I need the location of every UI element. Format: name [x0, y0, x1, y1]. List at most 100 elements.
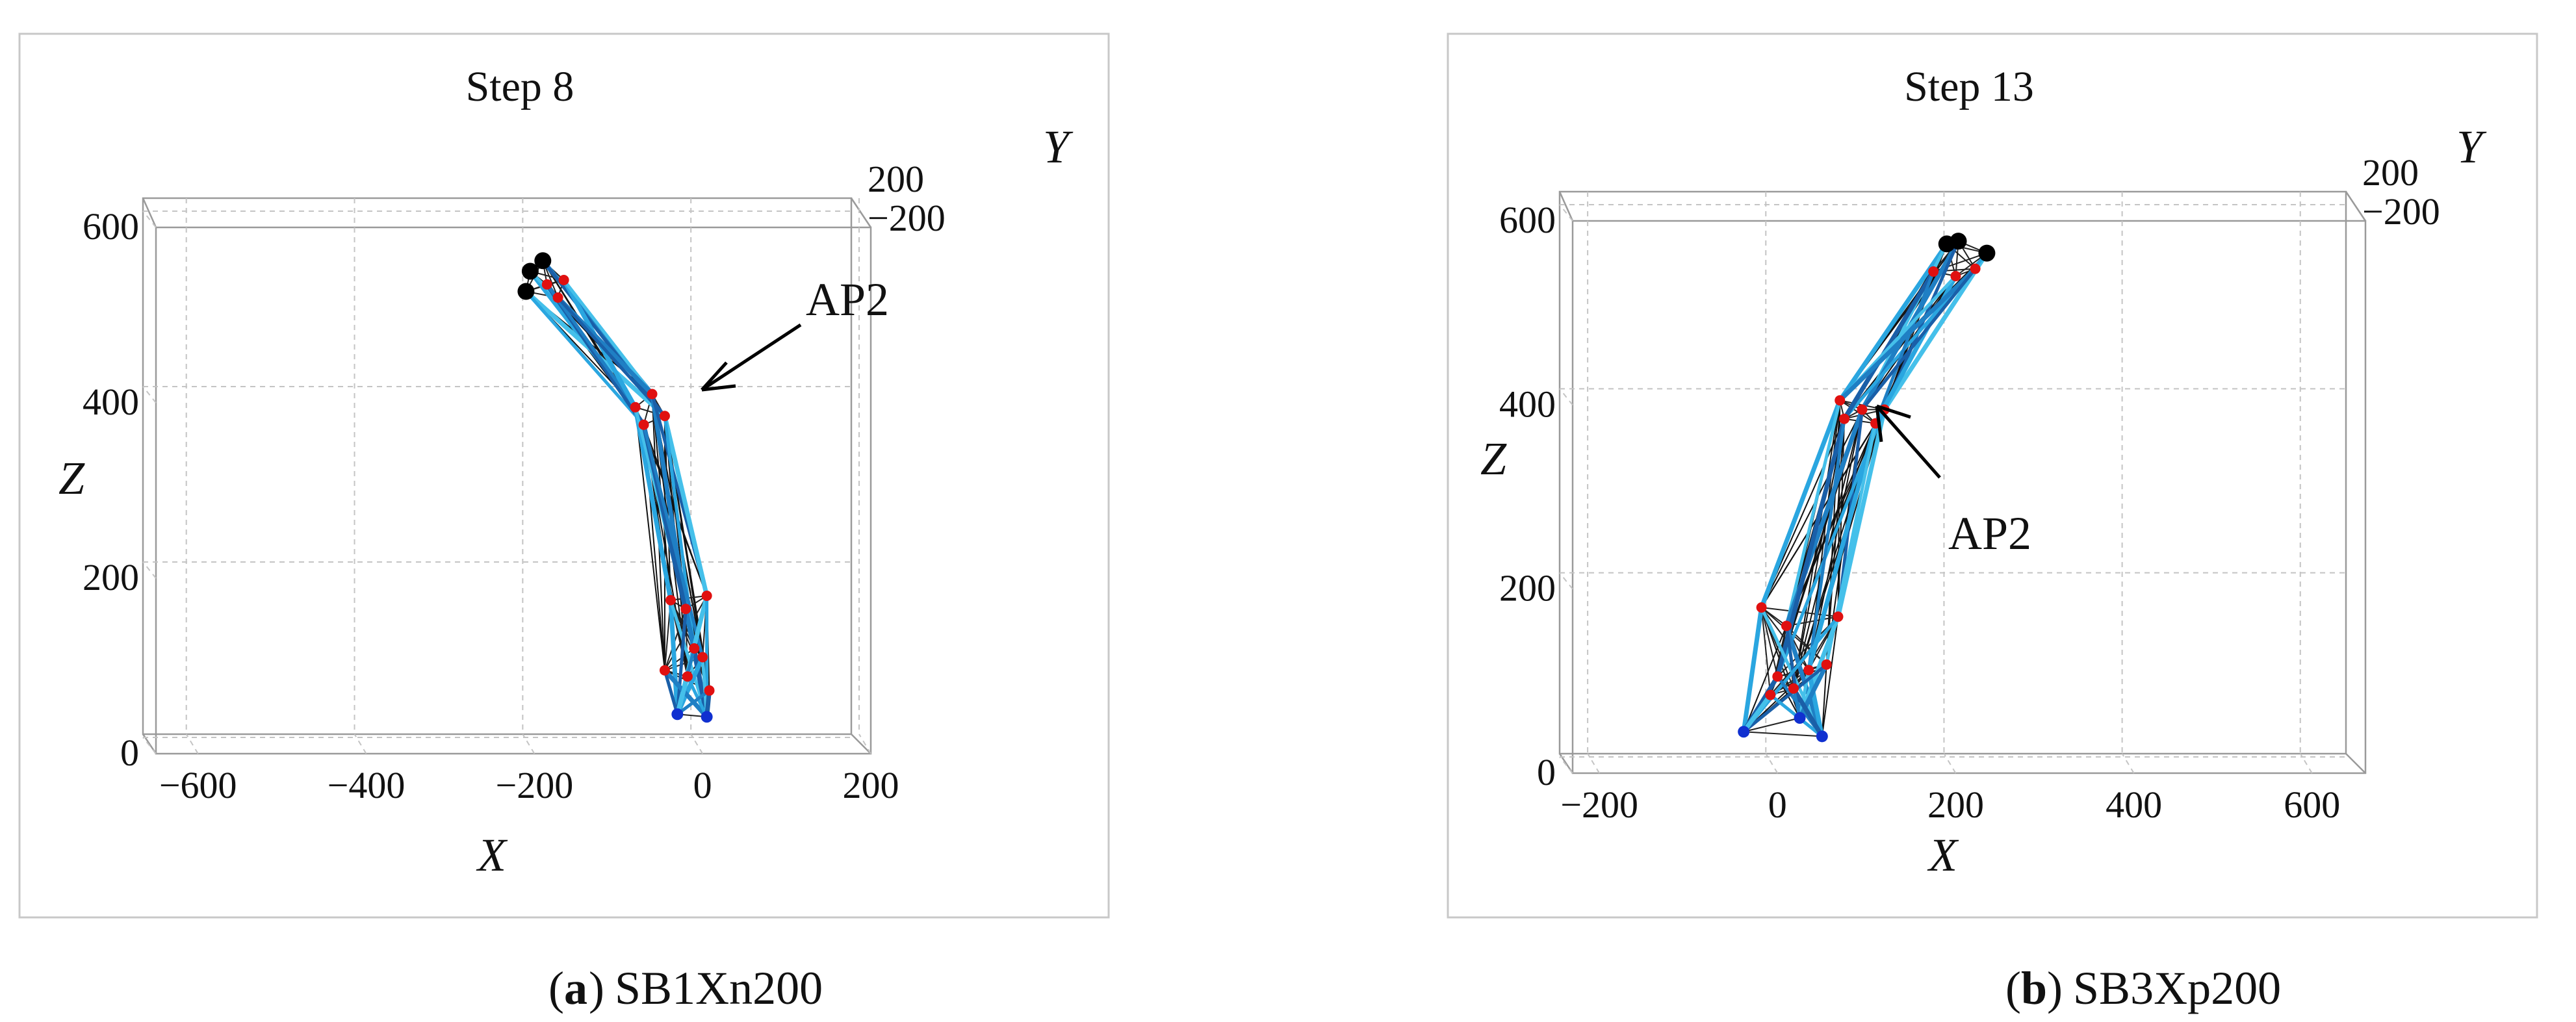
strut: [1742, 663, 1829, 734]
x-tick-label: −400: [328, 764, 406, 806]
top-anchor-node: [521, 262, 539, 280]
strut: [663, 669, 679, 716]
top-anchor-node: [1978, 244, 1996, 262]
node: [1781, 620, 1792, 632]
node: [1833, 611, 1844, 622]
tie-line: [1743, 717, 1800, 733]
z-tick-label: 400: [83, 381, 139, 423]
strut: [1741, 693, 1773, 734]
strut: [1874, 270, 1935, 426]
grid-line-floor: [2299, 753, 2313, 774]
node: [680, 604, 691, 615]
strut: [686, 674, 709, 719]
x-tick-label: −200: [495, 764, 573, 806]
node: [1788, 683, 1799, 694]
mesh-line: [634, 407, 665, 671]
tie-line: [1760, 607, 1779, 677]
grid-line-wall: [142, 211, 157, 228]
box-edge: [1558, 191, 1574, 222]
panel-b-grid: [1559, 192, 2346, 774]
y-tick-label: 200: [868, 158, 924, 200]
node: [704, 685, 715, 696]
top-anchor-node: [1950, 233, 1967, 250]
x-tick-label: 0: [693, 764, 712, 806]
strut: [675, 689, 712, 716]
grid-line-floor: [1765, 753, 1779, 774]
box-edge: [2345, 191, 2367, 222]
strut: [1861, 267, 1977, 411]
panel-b-title: Step 13: [1904, 63, 2034, 110]
node: [552, 292, 563, 303]
caption-b-close-paren: ): [2047, 962, 2063, 1014]
strut: [556, 296, 667, 418]
panel-b-y-label: Y: [2456, 121, 2487, 173]
x-tick-label: 400: [2106, 784, 2162, 826]
panel-a-z-label: Z: [58, 452, 85, 504]
grid-line-wall: [142, 737, 157, 754]
x-tick-label: 600: [2284, 784, 2340, 826]
caption-b: ( b ) SB3Xp200: [2005, 962, 2281, 1014]
node: [701, 591, 712, 601]
mesh-line: [1760, 409, 1863, 608]
strut: [1806, 421, 1878, 672]
node: [659, 665, 670, 676]
tie-line: [664, 595, 708, 671]
strut: [1882, 251, 1989, 412]
x-tick-label: 200: [1927, 784, 1984, 826]
strut: [642, 423, 704, 659]
panel-a-frame: [18, 32, 1110, 919]
grid-line-wall: [142, 386, 157, 403]
base-node: [1738, 726, 1750, 738]
strut: [1741, 605, 1764, 734]
z-tick-label: 600: [1499, 199, 1556, 241]
strut: [662, 668, 710, 719]
panel-b-axes-box: [1558, 190, 2367, 774]
node: [1857, 404, 1868, 415]
grid-line-floor: [185, 734, 199, 754]
node: [1803, 665, 1814, 676]
panel-a-structure: [517, 252, 715, 723]
node: [682, 671, 693, 682]
mesh-line: [1825, 418, 1846, 665]
mesh-line: [1821, 664, 1827, 737]
box-edge: [851, 734, 871, 754]
grid-line-wall: [1559, 572, 1573, 590]
node: [659, 411, 670, 422]
strut: [1807, 417, 1846, 672]
grid-line-wall: [1559, 388, 1573, 405]
box-edge: [850, 198, 872, 228]
tie-line: [1786, 625, 1827, 665]
strut: [1835, 407, 1887, 619]
z-tick-label: 200: [83, 556, 139, 598]
caption-b-letter: b: [2021, 962, 2047, 1014]
node: [1821, 659, 1832, 670]
top-anchor-node: [517, 283, 535, 300]
x-tick-label: 200: [843, 764, 899, 806]
panel-a-annotation-arrow: [701, 323, 802, 392]
x-tick-label: −200: [1560, 784, 1638, 826]
node: [541, 279, 552, 290]
box-edge: [142, 198, 157, 228]
node: [1756, 602, 1767, 613]
node: [665, 594, 676, 606]
z-tick-label: 0: [120, 732, 139, 774]
strut: [662, 413, 710, 598]
base-node: [701, 711, 713, 723]
panel-b-annotation-arrow: [1875, 405, 1941, 479]
strut: [675, 607, 688, 716]
tie-line: [1786, 616, 1838, 627]
z-tick-label: 600: [83, 205, 139, 248]
panel-b-z-label: Z: [1480, 433, 1507, 485]
strut: [675, 674, 690, 717]
grid-line-wall: [1559, 756, 1573, 774]
y-tick-label: 200: [2362, 151, 2419, 194]
node: [1765, 689, 1776, 700]
node: [1950, 271, 1961, 281]
strut: [545, 283, 638, 409]
panel-a-y-label: Y: [1043, 121, 1074, 173]
panel-a-title: Step 8: [466, 63, 574, 110]
panel-a-x-label: X: [476, 829, 508, 881]
strut: [1759, 398, 1842, 610]
